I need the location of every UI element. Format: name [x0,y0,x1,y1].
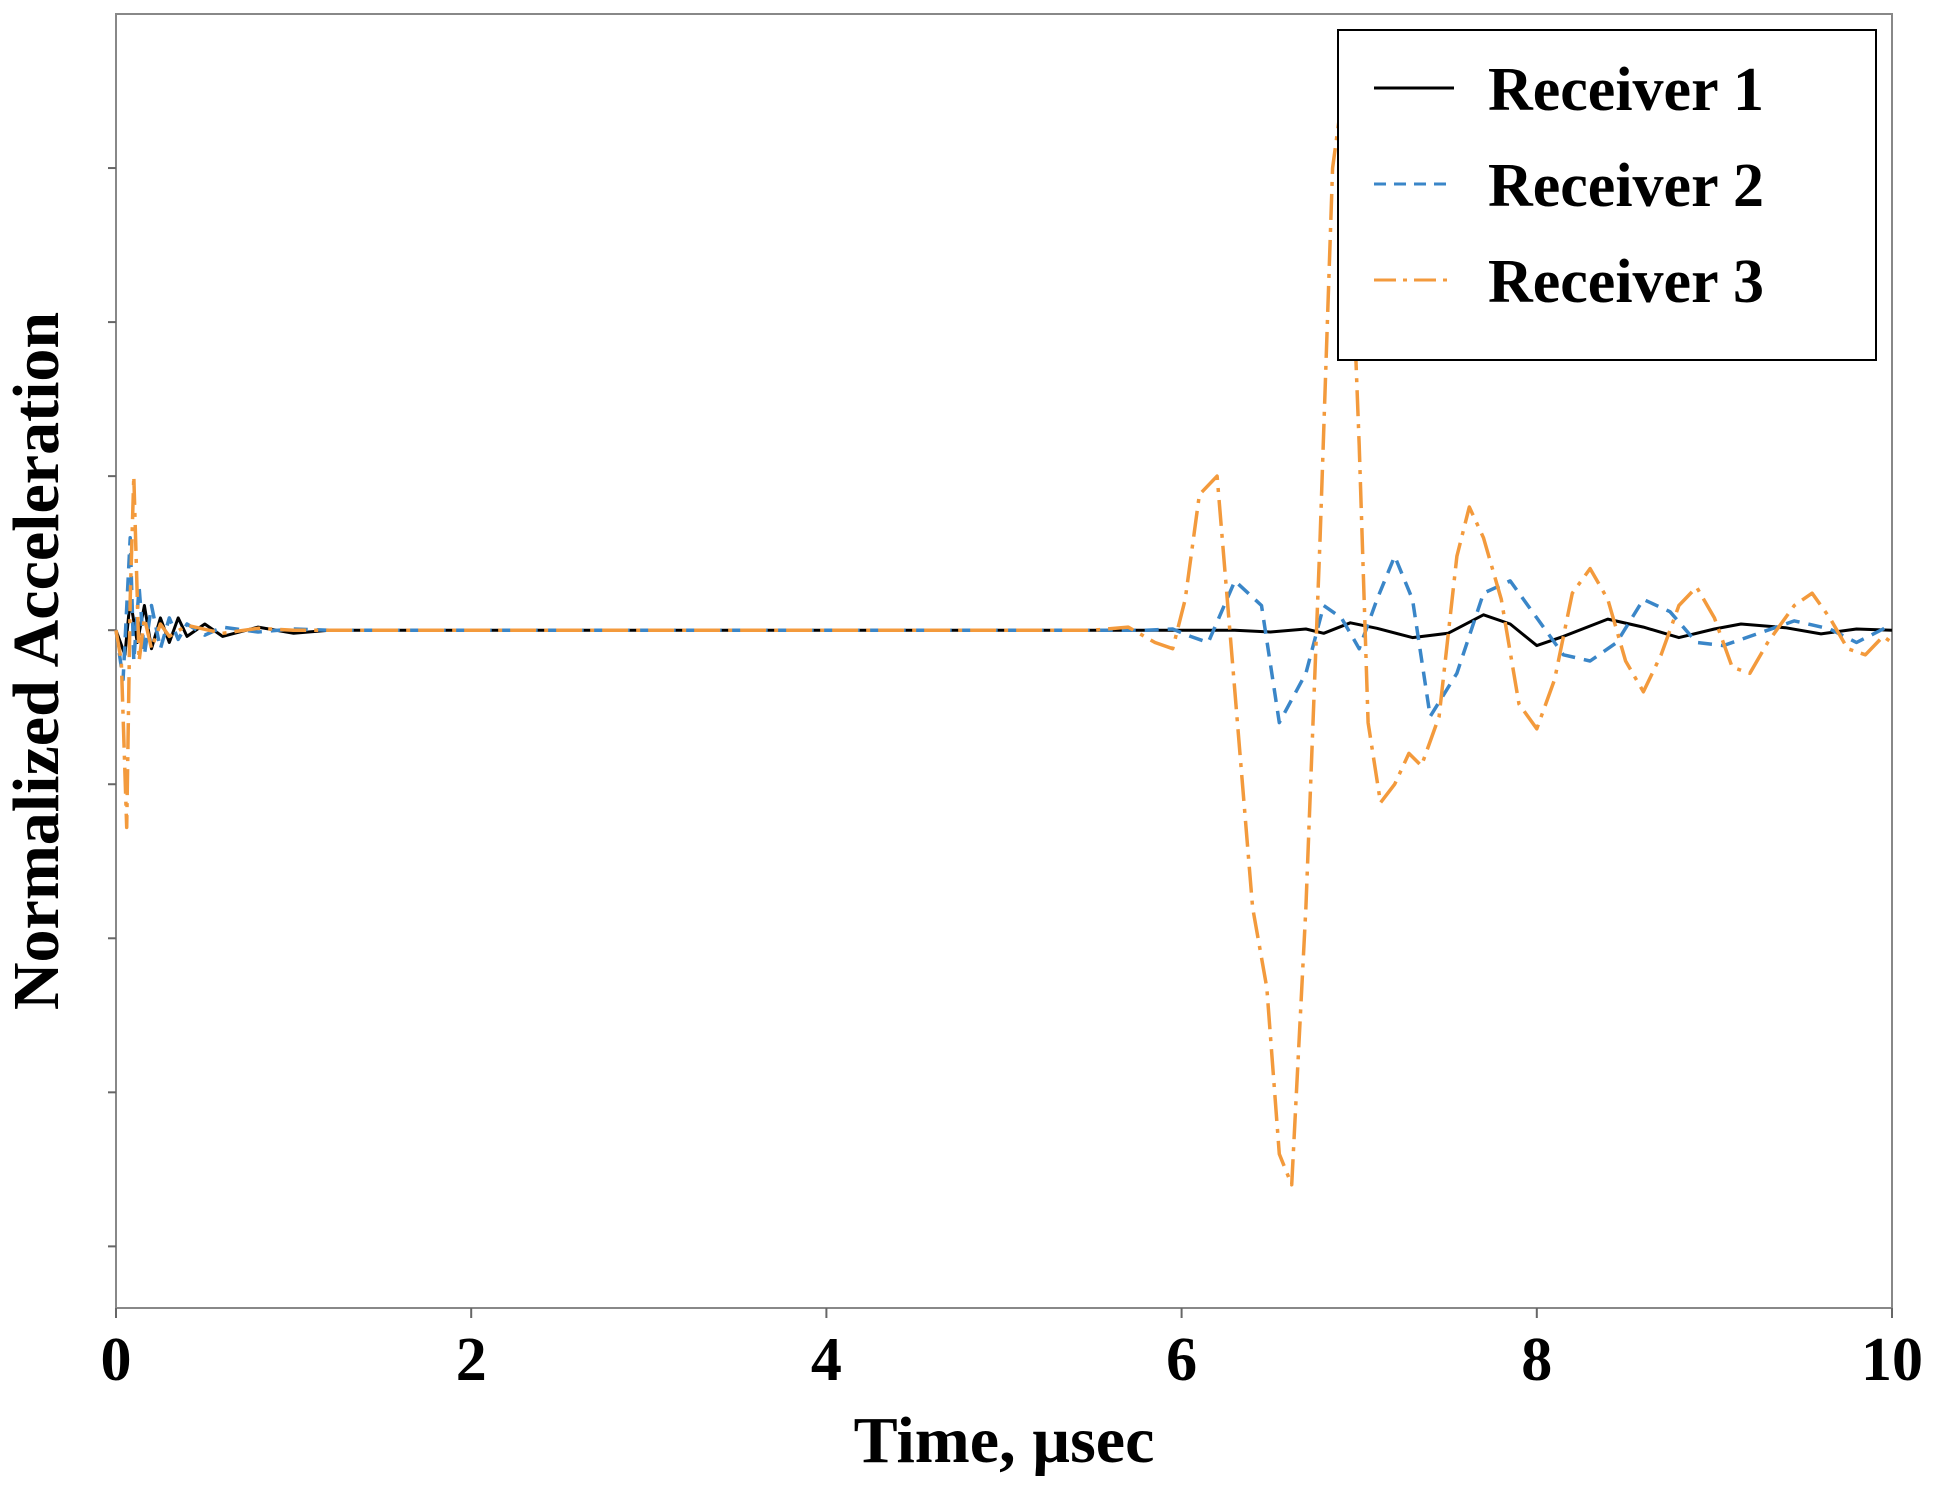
x-tick-label: 10 [1861,1326,1923,1394]
x-axis-label: Time, µsec [854,1404,1155,1477]
y-ticks [108,167,116,1248]
series-line-3 [114,73,1893,1187]
x-tick-label: 2 [456,1326,487,1394]
legend-box [1337,29,1877,361]
x-tick-label: 4 [811,1326,842,1394]
series-group [114,73,1893,1187]
plot-frame [115,13,1893,1309]
series-line-2 [114,536,1893,725]
legend-label-3: Receiver 3 [1488,248,1764,316]
series-line-1 [114,597,1893,657]
plot-area: 0 2 4 6 8 10 [101,13,1923,1394]
legend-label-1: Receiver 1 [1488,56,1764,124]
legend: Receiver 1 Receiver 2 Receiver 3 [1337,29,1877,361]
x-ticks: 0 2 4 6 8 10 [101,1308,1923,1394]
x-tick-label: 8 [1521,1326,1552,1394]
legend-label-2: Receiver 2 [1488,152,1764,220]
x-tick-label: 6 [1166,1326,1197,1394]
x-tick-label: 0 [101,1326,132,1394]
y-axis-label: Normalized Acceleration [0,312,73,1010]
